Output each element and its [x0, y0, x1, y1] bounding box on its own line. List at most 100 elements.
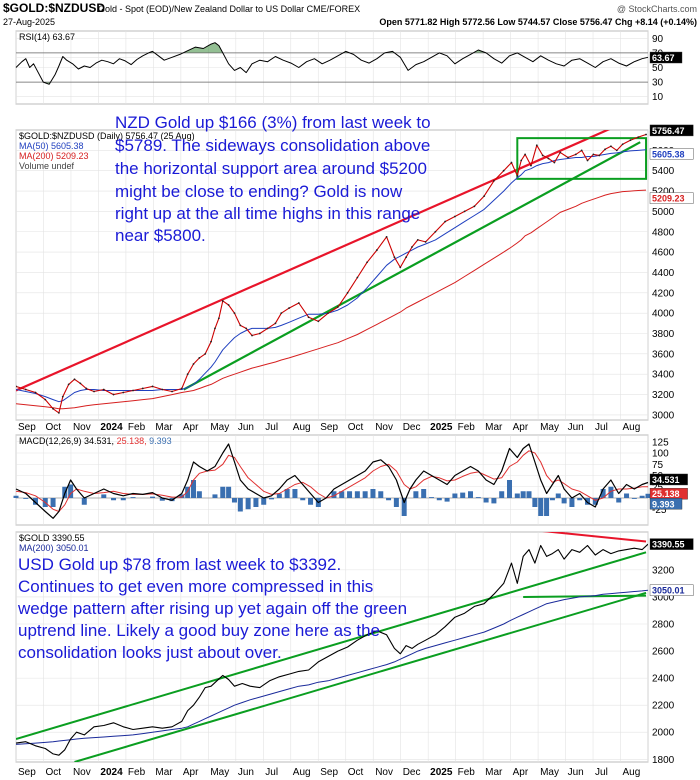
macd-histogram-bar	[33, 498, 39, 505]
macd-histogram-bar	[237, 498, 243, 512]
price-point	[214, 327, 216, 330]
macd-legend-part: 34.531,	[84, 436, 117, 446]
x-tick-label: Oct	[348, 767, 364, 778]
y-tick-label: 5400	[652, 166, 675, 177]
price-point	[598, 154, 601, 157]
price-point	[592, 153, 595, 156]
macd-histogram-bar	[245, 498, 251, 510]
x-tick-label: Mar	[155, 422, 173, 433]
macd-histogram-bar	[600, 489, 606, 498]
chart-date: 27-Aug-2025	[3, 17, 55, 27]
price-point	[58, 411, 60, 414]
price-point	[385, 235, 388, 238]
upper-trendline	[16, 551, 647, 740]
price-point	[280, 312, 283, 315]
x-tick-label: 2024	[100, 767, 123, 778]
volume-legend: Volume undef	[19, 161, 75, 171]
usd-annotation-line-2: Continues to get even more compressed in…	[18, 577, 373, 596]
x-tick-label: Feb	[458, 767, 476, 778]
usd-ma200-legend: MA(200) 3050.01	[19, 543, 89, 553]
x-tick-label: Feb	[128, 422, 146, 433]
chart-description: Gold - Spot (EOD)/New Zealand Dollar to …	[98, 4, 360, 14]
y-tick-label: 2000	[652, 728, 675, 739]
macd-histogram-bar	[120, 498, 126, 501]
price-point	[171, 390, 173, 393]
macd-histogram-bar	[300, 498, 306, 501]
macd-histogram-bar	[269, 498, 275, 500]
rsi-current-tag-box	[649, 51, 683, 64]
price-point	[444, 220, 447, 223]
y-tick-label: 4800	[652, 227, 675, 238]
macd-histogram-bar	[569, 498, 575, 507]
price-point	[180, 387, 183, 390]
nzd-annotation-line-2: $5789. The sideways consolidation above	[115, 136, 430, 155]
x-tick-label: Apr	[183, 422, 199, 433]
x-tick-label: Sep	[18, 422, 36, 433]
usd-ma200-tag-box	[649, 584, 694, 596]
price-point	[516, 174, 519, 177]
ma200-legend: MA(200) 5209.23	[19, 151, 89, 161]
price-point	[288, 307, 290, 309]
wedge-top-trendline	[542, 532, 647, 543]
x-tick-label: Oct	[45, 422, 61, 433]
price-point	[567, 156, 569, 159]
price-point	[615, 149, 618, 152]
usd-ma200-tag: 3050.01	[652, 586, 685, 596]
x-tick-label: Aug	[623, 767, 641, 778]
resistance-trendline	[16, 130, 611, 392]
x-tick-label: Jul	[265, 767, 278, 778]
price-point	[346, 291, 349, 294]
macd-histogram-bar	[292, 489, 298, 498]
macd-legend-part: MACD(12,26,9)	[19, 436, 84, 446]
macd-histogram-bar	[520, 491, 526, 498]
price-point	[604, 148, 606, 151]
support-trendline	[183, 141, 641, 391]
x-tick-label: 2025	[430, 767, 453, 778]
price-point	[553, 161, 556, 164]
macd-histogram-bar	[331, 491, 337, 498]
macd-line	[15, 443, 649, 519]
price-point	[405, 256, 408, 259]
macd-histogram-bar	[231, 498, 237, 503]
x-tick-label: Feb	[458, 422, 476, 433]
nzd-annotation-line-1: NZD Gold up $166 (3%) from last week to	[115, 113, 431, 132]
x-tick-label: Sep	[320, 422, 338, 433]
macd-histogram-bar	[370, 489, 376, 498]
y-tick-label: 3400	[652, 370, 675, 381]
x-tick-label: Sep	[18, 767, 36, 778]
macd-histogram-bar	[401, 498, 407, 516]
macd-histogram-bar	[491, 498, 497, 504]
ohlc-readout: Open 5771.82 High 5772.56 Low 5744.57 Cl…	[379, 17, 697, 27]
price-point	[483, 195, 486, 198]
stockcharts-watermark: @ StockCharts.com	[617, 4, 697, 14]
price-point	[424, 241, 427, 243]
price-point	[621, 143, 624, 146]
price-point	[93, 390, 95, 393]
usd-annotation: USD Gold up $78 from last week to $3392.…	[17, 555, 412, 662]
x-tick-label: Aug	[623, 422, 641, 433]
ma200-last-tag: 5209.23	[652, 194, 685, 204]
macd-histogram-bar	[467, 491, 473, 498]
price-point	[151, 385, 154, 388]
y-tick-label: 2800	[652, 620, 675, 631]
x-tick-label: Mar	[485, 422, 503, 433]
x-tick-label: Aug	[293, 422, 311, 433]
macd-last-tag: 34.531	[652, 475, 680, 485]
y-tick-label: 100	[652, 449, 669, 460]
price-point	[493, 179, 495, 182]
panel-frame	[15, 434, 649, 526]
price-point	[356, 276, 359, 279]
x-tick-label: Apr	[513, 422, 529, 433]
price-point	[258, 332, 261, 335]
y-tick-label: 5000	[652, 207, 675, 218]
macd-histogram-bar	[347, 491, 353, 498]
macd-histogram-bar	[639, 495, 645, 498]
macd-histogram-bar	[130, 497, 136, 498]
rsi-current-tag: 63.67	[652, 53, 675, 63]
x-tick-label: Jul	[265, 422, 278, 433]
y-tick-label: 10	[652, 92, 664, 103]
usd-annotation-line-1: USD Gold up $78 from last week to $3392.	[18, 555, 341, 574]
x-tick-label: Nov	[375, 422, 393, 433]
price-point	[161, 388, 164, 391]
macd-histogram-bar	[191, 480, 197, 498]
